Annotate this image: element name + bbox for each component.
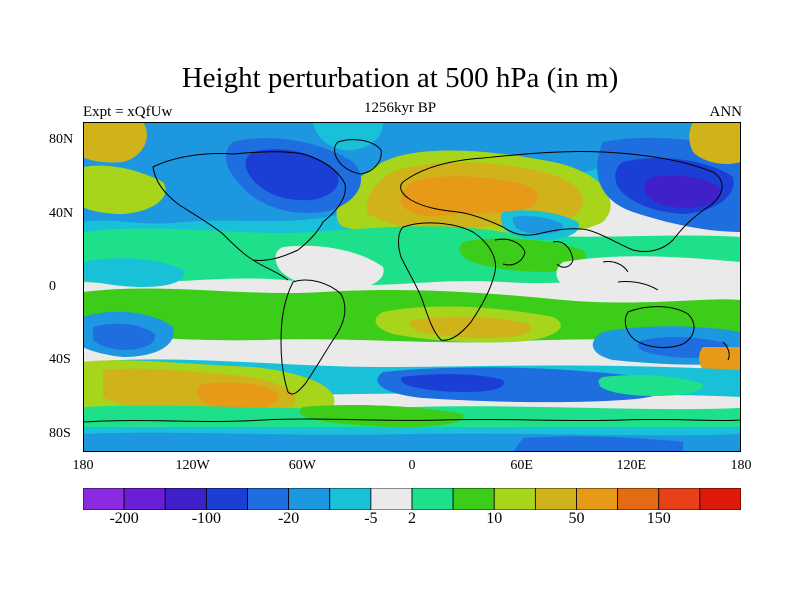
colorbar-label: 50 xyxy=(568,510,585,527)
colorbar-swatch xyxy=(576,488,619,510)
colorbar-swatch xyxy=(370,488,413,510)
x-tick-label: 120W xyxy=(175,458,210,473)
colorbar-label: 10 xyxy=(486,510,503,527)
colorbar-label: -5 xyxy=(364,510,378,527)
contour-region xyxy=(512,216,564,234)
contour-region xyxy=(401,176,538,217)
y-tick-label: 80N xyxy=(49,132,74,148)
colorbar-swatch xyxy=(452,488,495,510)
contour-region xyxy=(83,122,147,163)
colorbar-swatch xyxy=(617,488,660,510)
colorbar-swatch xyxy=(288,488,331,510)
coastline xyxy=(722,341,730,361)
contour-region xyxy=(275,245,384,291)
contour-region xyxy=(644,175,721,208)
contour-map xyxy=(83,122,741,452)
contour-region xyxy=(313,122,383,151)
contour-region xyxy=(83,258,184,287)
contour-region xyxy=(245,149,339,201)
colorbar-label: 2 xyxy=(408,510,416,527)
contour-region xyxy=(556,256,741,300)
coastline xyxy=(152,151,346,261)
x-tick-label: 60W xyxy=(288,458,316,473)
map-title: Height perturbation at 500 hPa (in m) xyxy=(181,62,619,94)
coastline xyxy=(280,279,346,395)
coastline xyxy=(398,222,497,341)
colorbar-swatch xyxy=(164,488,207,510)
contour-region xyxy=(513,436,683,452)
x-tick-label: 60E xyxy=(510,458,533,473)
colorbar-swatch xyxy=(493,488,536,510)
x-tick-label: 180 xyxy=(72,458,94,473)
contour-region xyxy=(689,122,741,164)
coastline xyxy=(83,418,741,423)
colorbar-swatch xyxy=(123,488,166,510)
y-tick-label: 0 xyxy=(49,279,56,294)
colorbar-label: 150 xyxy=(646,510,671,527)
contour-region xyxy=(299,404,464,427)
colorbar-label: -20 xyxy=(277,510,300,527)
coastline xyxy=(552,241,574,268)
season-label: ANN xyxy=(709,104,743,120)
contour-region xyxy=(83,165,166,214)
colorbar-label: -200 xyxy=(109,510,139,527)
x-tick-label: 0 xyxy=(408,458,416,473)
colorbar-swatch xyxy=(247,488,290,510)
coastline xyxy=(334,139,382,175)
y-tick-label: 80S xyxy=(49,425,71,441)
coastline xyxy=(602,261,629,273)
colorbar-swatch xyxy=(411,488,454,510)
height-field xyxy=(83,122,741,452)
contour-region xyxy=(409,316,532,338)
y-tick-label: 40N xyxy=(49,205,74,221)
coastline xyxy=(252,259,289,281)
colorbar-swatch xyxy=(658,488,701,510)
colorbar-swatch xyxy=(205,488,248,510)
x-tick-label: 120E xyxy=(616,458,647,473)
coastline xyxy=(624,306,695,348)
colorbar-swatch xyxy=(699,488,741,510)
y-tick-label: 40S xyxy=(49,352,71,368)
coastlines xyxy=(83,139,741,423)
coastline xyxy=(617,281,659,291)
colorbar-swatch xyxy=(329,488,372,510)
experiment-label: Expt = xQfUw xyxy=(83,104,173,120)
colorbar xyxy=(83,488,741,510)
x-tick-label: 180 xyxy=(730,458,752,473)
colorbar-swatch xyxy=(83,488,125,510)
coastline xyxy=(494,238,526,266)
contour-region xyxy=(459,238,586,272)
time-label: 1256kyr BP xyxy=(363,100,437,116)
coastline xyxy=(400,150,723,253)
map-frame xyxy=(83,122,741,452)
contour-region xyxy=(197,382,279,410)
contour-region xyxy=(400,374,504,392)
contour-region xyxy=(93,323,156,350)
colorbar-swatch xyxy=(534,488,577,510)
colorbar-label: -100 xyxy=(191,510,222,527)
contour-region xyxy=(598,374,704,396)
